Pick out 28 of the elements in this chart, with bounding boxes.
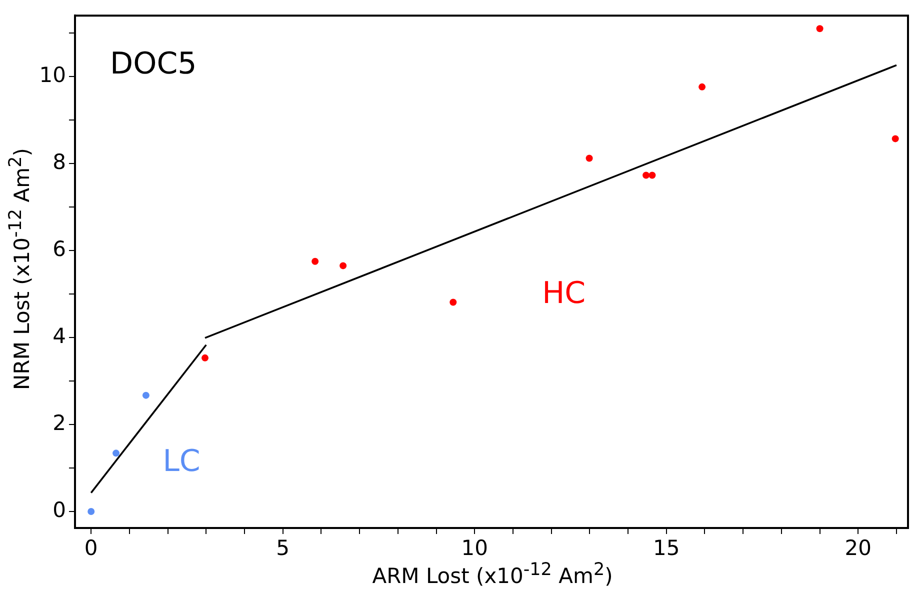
y-tick-label: 10 [39,62,66,87]
x-tick-label: 10 [461,536,488,560]
point [648,172,656,179]
x-axis-title: ARM Lost (x10$^{-12}$ Am$^{2}$) [371,560,614,588]
point [312,258,319,265]
point [142,392,150,399]
y-tick-label: 6 [52,236,66,261]
point [112,450,120,457]
point [698,83,706,90]
y-tick-label: 0 [52,498,66,522]
point [816,25,824,32]
point [88,508,95,515]
point [892,135,899,142]
point [642,172,650,179]
point [340,262,347,270]
text: HC [542,276,586,311]
point [202,354,209,362]
y-tick-label: 8 [52,150,66,174]
series-label: LC [162,444,200,480]
point [586,154,593,162]
y-tick-label: 4 [52,324,66,348]
point [450,298,457,306]
x-tick-label: 15 [653,536,680,560]
y-tick-label: 2 [52,410,66,435]
x-tick-label: 0 [84,536,98,560]
x-tick-label: 5 [276,536,290,560]
annotation: DOC5 [110,46,197,82]
x-tick-label: 20 [844,536,872,560]
